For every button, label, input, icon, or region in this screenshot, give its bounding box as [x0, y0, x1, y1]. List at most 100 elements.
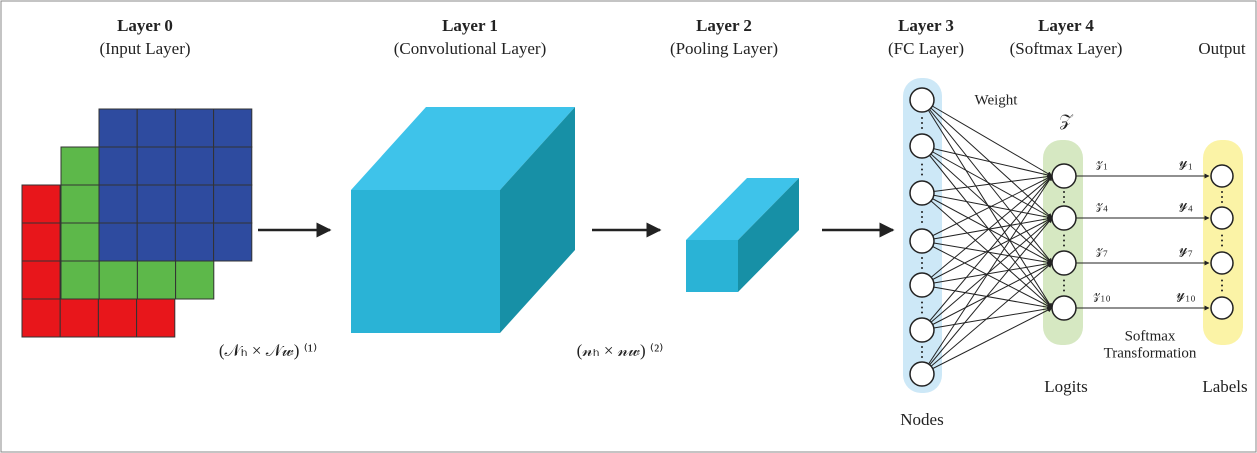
weight-edge	[921, 99, 1053, 177]
softmax-column	[1043, 140, 1083, 345]
ellipsis-dot	[1063, 289, 1065, 292]
grid-cell	[174, 222, 215, 262]
grid-cell	[136, 260, 177, 300]
input-layer	[21, 108, 253, 338]
layer-subtitle: (Input Layer)	[99, 39, 190, 58]
fc-node	[909, 228, 935, 254]
ellipsis-dot	[1063, 234, 1065, 237]
ellipsis-dot	[921, 216, 923, 218]
weight-edge	[921, 145, 1053, 178]
ellipsis-dot	[1063, 244, 1065, 247]
ellipsis-dot	[921, 356, 923, 358]
weight-edge	[921, 192, 1053, 309]
output-node	[1210, 251, 1234, 275]
ellipsis-dot	[921, 127, 923, 129]
ellipsis-dot	[921, 221, 923, 223]
grid-cell	[60, 146, 100, 186]
dims-label: (𝓃ₕ × 𝓃𝓌) ⁽²⁾	[577, 341, 664, 360]
grid-cell	[59, 298, 99, 338]
conv-cube	[351, 107, 575, 333]
ellipsis-dot	[1063, 239, 1065, 242]
weight-edge	[921, 217, 1053, 286]
weight-edge	[921, 145, 1053, 219]
ellipsis-dot	[1221, 239, 1223, 242]
grid-cell	[136, 222, 176, 262]
fc-node	[909, 87, 935, 113]
grid-cell	[60, 260, 100, 300]
weight-edge	[921, 174, 1053, 194]
grid-cell	[21, 260, 61, 300]
ellipsis-dot	[1063, 284, 1065, 287]
weight-edge	[921, 175, 1053, 286]
ellipsis-dot	[921, 168, 923, 171]
weight-edge	[921, 307, 1053, 375]
ellipsis-dot	[1221, 284, 1223, 287]
output-node	[1210, 206, 1234, 230]
weight-edge	[921, 262, 1053, 375]
fc-node	[909, 317, 935, 343]
softmax-label: Softmax	[1125, 328, 1176, 344]
weight-edge	[921, 175, 1053, 242]
ellipsis-dot	[921, 257, 923, 259]
layer-name: Layer 0	[117, 16, 173, 35]
network	[909, 87, 1234, 387]
ellipsis-dot	[921, 351, 923, 353]
logit-label: 𝓏₁₀	[1093, 286, 1110, 302]
ellipsis-dot	[921, 163, 923, 166]
logit-symbol: 𝒵	[1060, 111, 1074, 130]
layer-subtitle: (FC Layer)	[888, 39, 964, 58]
ellipsis-dot	[921, 262, 923, 264]
logit-label: 𝓏₇	[1096, 241, 1108, 257]
output-node	[1210, 296, 1234, 320]
weight-edge	[921, 192, 1053, 264]
ellipsis-dot	[921, 267, 923, 269]
logits-label: Logits	[1044, 377, 1087, 396]
ellipsis-dot	[1221, 289, 1223, 292]
layer-name: Layer 1	[442, 16, 498, 35]
layer-subtitle: (Convolutional Layer)	[394, 39, 547, 58]
grid-cell	[136, 184, 176, 224]
weight-edge	[921, 175, 1053, 375]
grid-cell	[174, 184, 215, 224]
output-label: 𝓎₁	[1179, 154, 1193, 170]
fc-node	[909, 272, 935, 298]
layer-name: Layer 4	[1038, 16, 1094, 35]
ellipsis-dot	[1063, 191, 1065, 193]
grid-cell	[60, 222, 100, 262]
grid-cell	[97, 298, 138, 338]
output-column	[1203, 140, 1243, 345]
layer-subtitle: (Softmax Layer)	[1010, 39, 1123, 58]
grid-cell	[174, 108, 215, 148]
softmax-node	[1051, 250, 1077, 276]
weight-edge	[921, 217, 1053, 331]
output-node	[1210, 164, 1234, 188]
weight-edge	[921, 217, 1053, 375]
output-title: Output	[1198, 39, 1246, 58]
nodes-label: Nodes	[900, 410, 943, 429]
weight-edge	[921, 216, 1053, 242]
grid-cell	[213, 184, 253, 224]
ellipsis-dot	[1221, 201, 1223, 203]
fc-node	[909, 133, 935, 159]
grid-cell	[213, 108, 253, 148]
weight-edge	[921, 175, 1053, 331]
grid-cell	[60, 184, 100, 224]
dims-label: (𝒩ₕ × 𝒩𝓌) ⁽¹⁾	[219, 341, 317, 360]
logit-label: 𝓏₁	[1096, 154, 1108, 170]
output-label: 𝓎₄	[1179, 196, 1193, 212]
grid-cell	[136, 108, 176, 148]
labels: Layer 0 (Input Layer) Layer 1 (Convolutiona…	[99, 16, 1247, 429]
fc-node	[909, 180, 935, 206]
ellipsis-dot	[1063, 201, 1065, 203]
ellipsis-dot	[1221, 279, 1223, 282]
grid-cell	[98, 260, 138, 300]
softmax-node	[1051, 295, 1077, 321]
labels-label: Labels	[1202, 377, 1247, 396]
fc-node	[909, 361, 935, 387]
ellipsis-dot	[1221, 234, 1223, 237]
ellipsis-dot	[1063, 279, 1065, 282]
softmax-label: Transformation	[1104, 345, 1197, 361]
grid-cell	[98, 184, 138, 224]
grid-cell	[21, 184, 61, 224]
